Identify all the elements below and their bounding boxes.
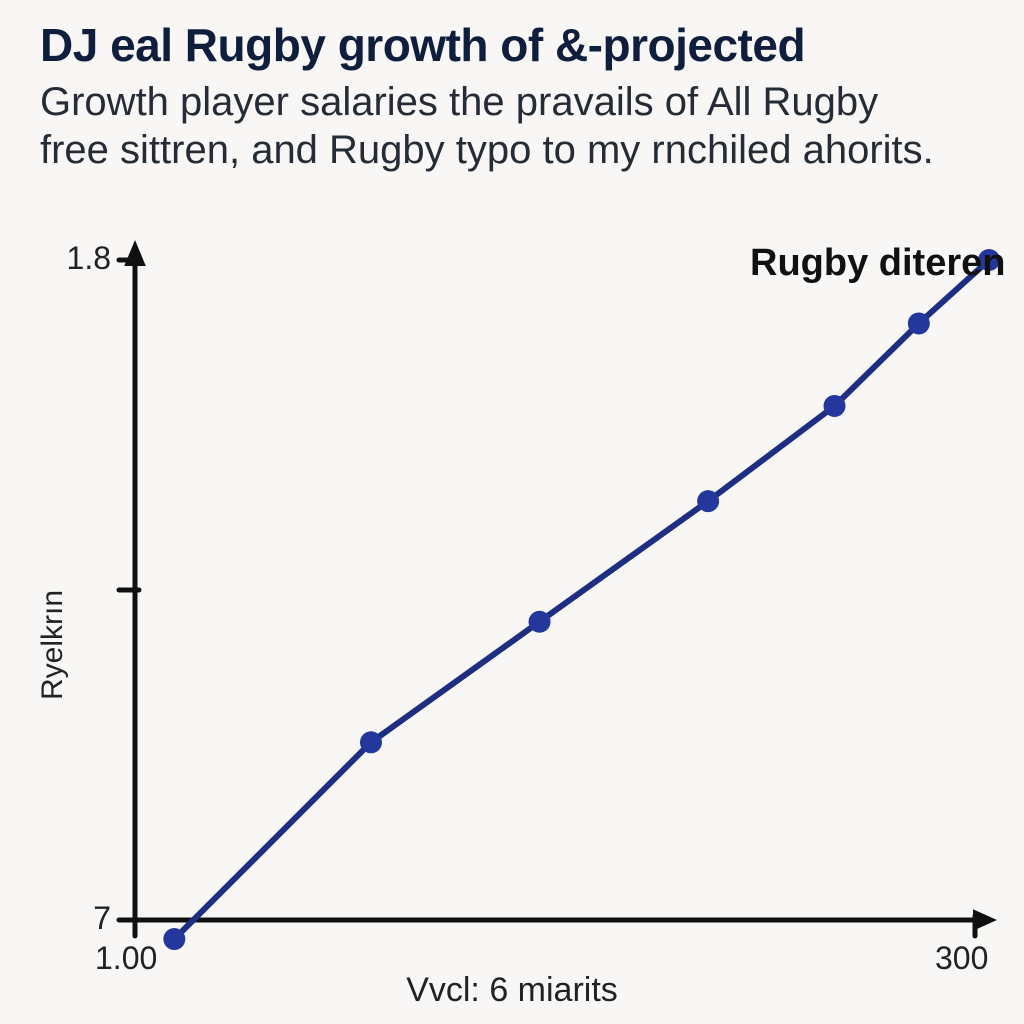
series-label: Rugby diteren xyxy=(750,242,1005,285)
chart-area: Ryelkrın Vvcl: 6 miarits Rugby diteren 7… xyxy=(0,230,1024,1020)
line-chart-svg xyxy=(0,230,1024,1020)
x-tick-label: 1.00 xyxy=(95,940,157,977)
chart-subtitle: Growth player salaries the pravails of A… xyxy=(40,78,940,174)
x-axis-label: Vvcl: 6 miarits xyxy=(406,971,618,1010)
page: DJ eal Rugby growth of &-projected Growt… xyxy=(0,0,1024,1024)
chart-title: DJ eal Rugby growth of &-projected xyxy=(40,18,805,72)
x-tick-label: 300 xyxy=(935,940,988,977)
y-axis-label: Ryelkrın xyxy=(36,590,70,700)
y-tick-label: 1.8 xyxy=(67,240,111,277)
y-tick-label: 7 xyxy=(93,900,111,937)
